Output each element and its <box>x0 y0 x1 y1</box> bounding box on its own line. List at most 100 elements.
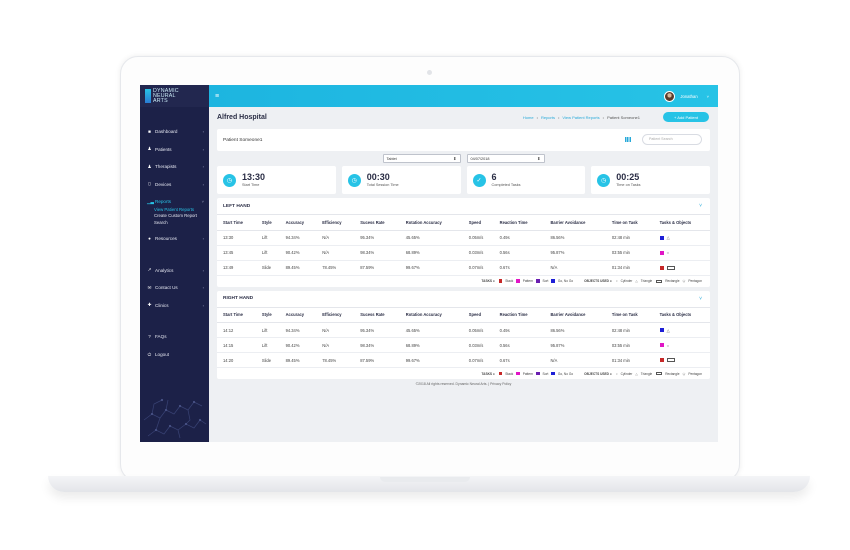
molecule-pattern-icon <box>143 398 207 439</box>
table-row[interactable]: 13:45 Lift 90.42% N/A 98.34% 68.89% 0.03m/s 0.5… <box>217 245 710 261</box>
submenu-create-custom-report[interactable]: Create Custom Report <box>154 213 197 218</box>
sidebar: DYNAMIC NEURAL ARTS ■ Dashboard › ♟ Patient… <box>140 85 209 442</box>
tasks-objects-cell <box>653 260 710 276</box>
rectangle-icon <box>666 265 675 270</box>
patient-search-input[interactable]: Patient Search <box>642 134 702 145</box>
left-hand-panel: LEFT HAND ˅ Start Time Style Accuracy Effic… <box>217 198 710 287</box>
triangle-icon: △ <box>666 235 670 241</box>
stat-card-session-time: ◷ 00:30 Total Session Time <box>341 166 461 194</box>
table-row[interactable]: 14:15 Lift 90.42% N/A 98.34% 68.89% 0.03m/s 0.5… <box>217 337 710 353</box>
chevron-right-icon: › <box>202 181 204 187</box>
triangle-icon: △ <box>635 371 638 376</box>
stats-row: ◷ 13:30 Start Time ◷ 00:30 Total Session T… <box>217 166 710 194</box>
right-hand-header[interactable]: RIGHT HAND ˅ <box>217 291 710 308</box>
submenu-search[interactable]: Search <box>154 219 168 225</box>
sidebar-item-dashboard[interactable]: ■ Dashboard › <box>148 129 204 135</box>
legend: TASKS = Stack Pattern Sort Go, No Go OBJ… <box>481 371 702 376</box>
date-select[interactable]: 04/07/2018 ⬍ <box>466 154 545 163</box>
check-icon: ✓ <box>472 173 486 187</box>
chevron-down-icon[interactable]: ˅ <box>699 295 702 302</box>
left-hand-table: Start Time Style Accuracy Efficiency Sucess … <box>217 215 710 276</box>
task-pattern-square-icon <box>659 250 664 255</box>
logo-text: DYNAMIC NEURAL ARTS <box>153 87 179 104</box>
sidebar-item-logout[interactable]: ⏻ Logout <box>147 351 170 357</box>
right-hand-panel: RIGHT HAND ˅ Start Time Style Accuracy Effi… <box>217 290 710 379</box>
camera-icon <box>427 70 432 75</box>
breadcrumb: Home • Reports • View Patient Reports • … <box>523 115 640 120</box>
device-select[interactable]: Tablet ⬍ <box>382 154 461 163</box>
sidebar-item-clinics[interactable]: ✚ Clinics › <box>147 302 204 308</box>
sidebar-item-resources[interactable]: ● Resources › <box>148 236 204 242</box>
tasks-objects-cell: ○ <box>653 245 710 261</box>
table-row[interactable]: 13:49 Slide 89.45% 78.45% 87.59% 99.67% 0.07m/… <box>217 260 710 276</box>
analytics-icon: ↗ <box>147 267 152 273</box>
patients-icon: ♟ <box>147 146 152 152</box>
logo[interactable]: DYNAMIC NEURAL ARTS <box>140 85 209 107</box>
stack-square-icon <box>498 371 503 376</box>
table-header-row: Start Time Style Accuracy Efficiency Sucess … <box>217 215 710 231</box>
grid-view-icon[interactable] <box>625 137 631 142</box>
app-screen: DYNAMIC NEURAL ARTS ■ Dashboard › ♟ Patient… <box>140 85 718 442</box>
breadcrumb-separator: • <box>602 114 605 120</box>
laptop-base <box>48 476 810 492</box>
go-no-go-square-icon <box>551 371 555 376</box>
sidebar-item-devices[interactable]: ▯ Devices › <box>148 181 204 187</box>
sidebar-item-therapists[interactable]: ♟ Therapists › <box>147 163 204 170</box>
faq-icon: ? <box>148 334 151 340</box>
table-row[interactable]: 14:12 Lift 94.34% N/A 95.34% 45.65% 0.05m/s 0.4… <box>217 322 710 338</box>
sidebar-item-patients[interactable]: ♟ Patients › <box>147 146 204 152</box>
breadcrumb-reports[interactable]: Reports <box>540 114 555 120</box>
user-menu[interactable]: Jonathan ˅ <box>664 90 709 102</box>
table-row[interactable]: 13:30 Lift 94.34% N/A 95.34% 45.65% 0.05m/s 0.4… <box>217 230 710 246</box>
submenu-view-patient-reports[interactable]: View Patient Reports <box>154 206 195 212</box>
sort-square-icon <box>536 371 540 376</box>
footer[interactable]: ©2018 All rights reserved. Dynamic Neura… <box>415 382 512 386</box>
stat-card-time-on-tasks: ◷ 00:25 Time on Tasks <box>591 166 710 194</box>
sidebar-item-reports[interactable]: ▁▃ Reports ˅ <box>147 198 204 205</box>
reports-icon: ▁▃ <box>147 198 155 204</box>
top-bar: ≡ Jonathan ˅ <box>209 85 718 107</box>
stat-card-start-time: ◷ 13:30 Start Time <box>217 166 336 194</box>
breadcrumb-home[interactable]: Home <box>522 114 534 120</box>
sidebar-item-contact-us[interactable]: ✉ Contact Us › <box>147 284 204 291</box>
task-stack-square-icon <box>659 265 664 270</box>
tasks-objects-cell: △ <box>653 322 710 338</box>
hamburger-menu-icon[interactable]: ≡ <box>215 92 220 100</box>
breadcrumb-current: Patient Someone1 <box>607 114 640 120</box>
reports-submenu: View Patient Reports Create Custom Repor… <box>140 207 209 227</box>
add-patient-button[interactable]: + Add Patient <box>663 112 709 122</box>
chevron-right-icon: › <box>202 146 204 152</box>
triangle-icon: △ <box>666 327 670 333</box>
resources-icon: ● <box>148 236 151 242</box>
table-row[interactable]: 14:20 Slide 89.45% 78.45% 87.59% 99.67% 0.07m/… <box>217 352 710 368</box>
breadcrumb-separator: • <box>536 114 538 120</box>
chevron-down-icon[interactable]: ˅ <box>699 203 702 209</box>
logout-icon: ⏻ <box>147 351 152 357</box>
circle-icon: ○ <box>666 250 669 256</box>
clock-icon: ◷ <box>223 173 236 187</box>
main-area: ≡ Jonathan ˅ Alfred Hospital Home • Repo… <box>209 85 718 442</box>
cylinder-icon: ○ <box>615 279 618 283</box>
breadcrumb-view-patient-reports[interactable]: View Patient Reports <box>562 114 600 120</box>
sidebar-item-faqs[interactable]: ? FAQs <box>148 334 167 340</box>
chevron-right-icon: › <box>202 236 204 242</box>
patient-bar: Patient Someone1 Patient Search <box>217 129 710 151</box>
task-pattern-square-icon <box>659 343 664 348</box>
left-hand-header[interactable]: LEFT HAND ˅ <box>217 198 710 215</box>
sidebar-item-analytics[interactable]: ↗ Analytics › <box>147 267 204 273</box>
clock-icon: ◷ <box>347 173 361 187</box>
tasks-objects-cell: △ <box>653 230 710 246</box>
pattern-square-icon <box>516 279 520 283</box>
patient-name: Patient Someone1 <box>223 137 263 143</box>
devices-icon: ▯ <box>148 181 151 187</box>
avatar <box>664 90 676 102</box>
task-go-no-go-square-icon <box>659 328 664 333</box>
tasks-objects-cell: ○ <box>653 337 710 353</box>
page-header: Alfred Hospital Home • Reports • View Pa… <box>209 107 718 127</box>
select-arrows-icon: ⬍ <box>537 156 541 161</box>
chevron-right-icon: › <box>202 164 204 170</box>
filters: Tablet ⬍ 04/07/2018 ⬍ <box>209 154 718 163</box>
sidebar-spacer <box>140 314 209 328</box>
task-stack-square-icon <box>659 358 664 363</box>
cylinder-icon: ○ <box>615 371 618 376</box>
